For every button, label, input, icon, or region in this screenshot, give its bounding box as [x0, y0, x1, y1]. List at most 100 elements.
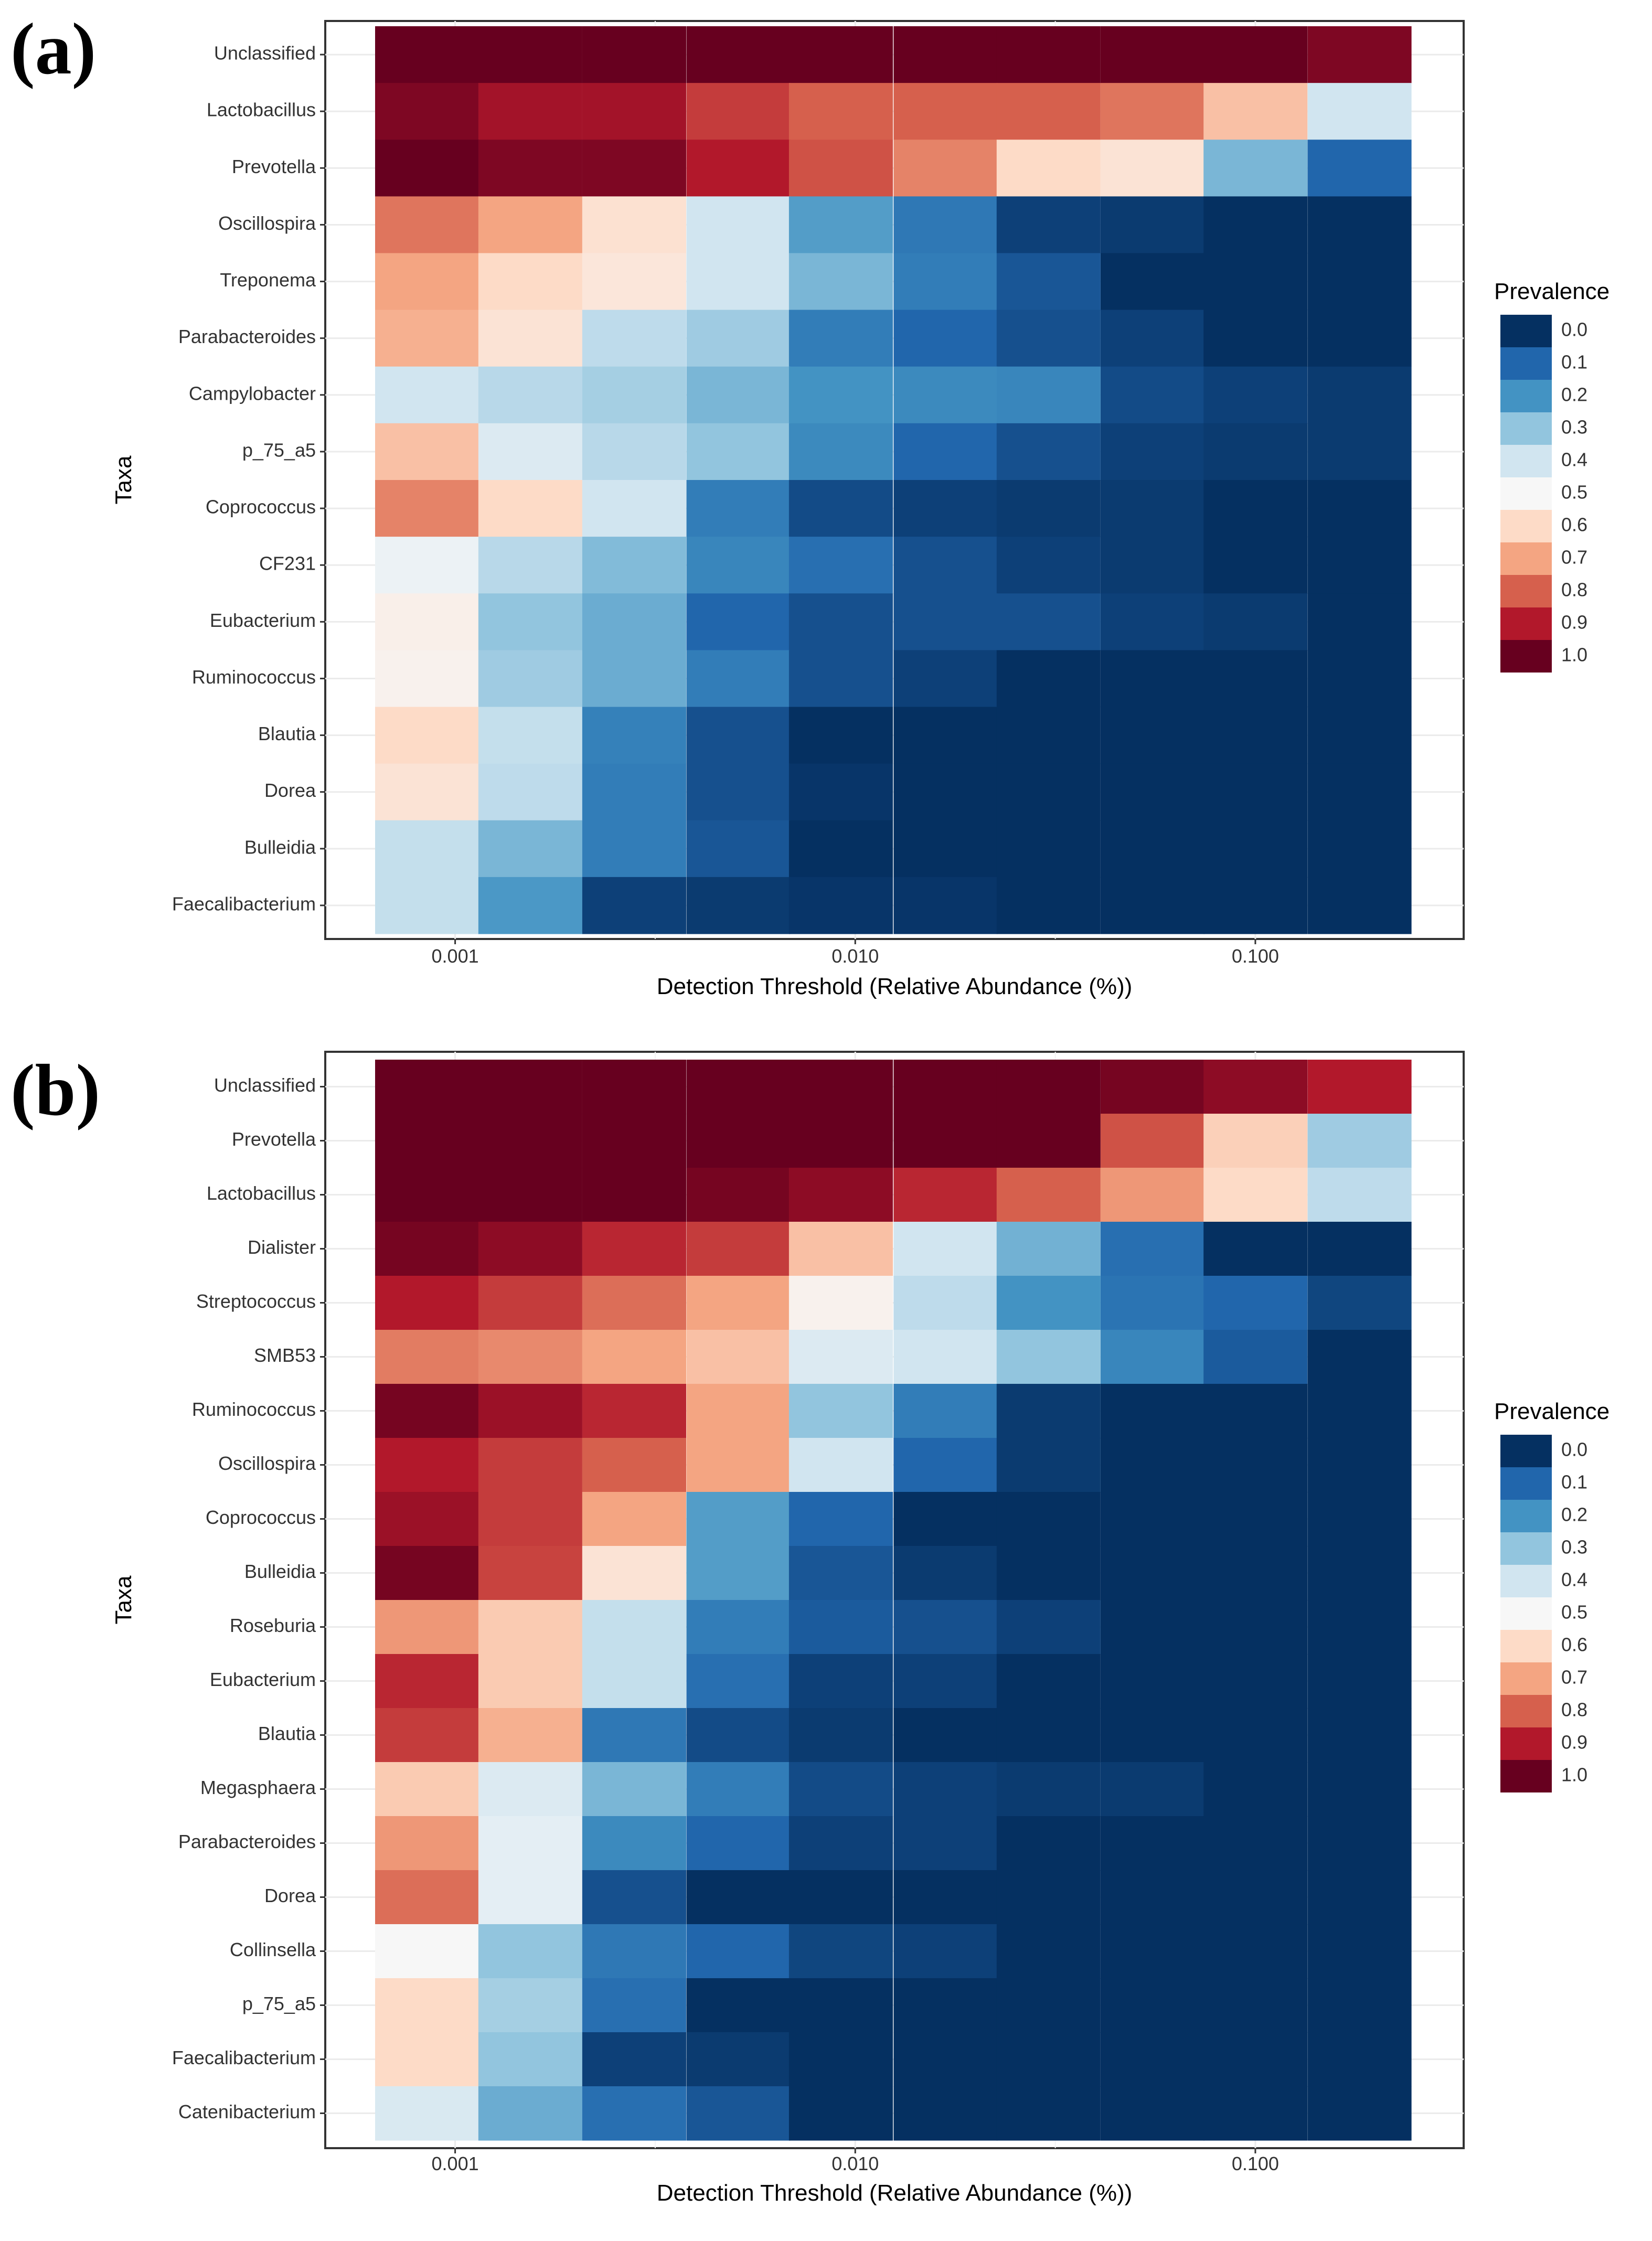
heatmap-cell-megasphaera-4 [788, 1762, 893, 1817]
heatmap-cell-parabacteroides-8 [1203, 310, 1308, 367]
heatmap-cell-dorea-9 [1307, 763, 1412, 821]
heatmap-cell-blautia-9 [1307, 707, 1412, 764]
heatmap-cell-p-75-a5-5 [893, 1978, 998, 2033]
heatmap-cell-ruminococcus-5 [893, 650, 998, 708]
legend-swatch-0-0 [1500, 1435, 1552, 1467]
heatmap-cell-blautia-5 [893, 707, 998, 764]
heatmap-cell-oscillospira-3 [686, 1438, 791, 1492]
legend-swatch-0-2 [1500, 1500, 1552, 1532]
heatmap-cell-unclassified-1 [478, 1060, 582, 1114]
heatmap-cell-dialister-2 [582, 1222, 686, 1276]
y-tick-label-megasphaera: Megasphaera [200, 1777, 316, 1798]
heatmap-cell-p-75-a5-9 [1307, 1978, 1412, 2033]
heatmap-cell-catenibacterium-2 [582, 2086, 686, 2141]
heatmap-cell-prevotella-7 [1100, 1114, 1205, 1168]
heatmap-cell-cf231-8 [1203, 537, 1308, 594]
heatmap-cell-p-75-a5-0 [375, 1978, 479, 2033]
y-tick-label-lactobacillus: Lactobacillus [207, 1182, 316, 1204]
heatmap-cell-parabacteroides-9 [1307, 310, 1412, 367]
heatmap-cell-smb53-0 [375, 1330, 479, 1384]
heatmap-cell-streptococcus-5 [893, 1276, 998, 1330]
legend-label-0-3: 0.3 [1561, 1536, 1587, 1558]
heatmap-cell-ruminococcus-3 [686, 650, 791, 708]
legend-swatch-0-9 [1500, 1727, 1552, 1760]
heatmap-cell-campylobacter-4 [788, 366, 893, 424]
y-tick-label-lactobacillus: Lactobacillus [207, 99, 316, 121]
heatmap-cell-p-75-a5-7 [1100, 1978, 1205, 2033]
heatmap-cell-cf231-2 [582, 537, 686, 594]
heatmap-cell-campylobacter-3 [686, 366, 791, 424]
heatmap-cell-bulleidia-9 [1307, 1546, 1412, 1600]
heatmap-cell-streptococcus-1 [478, 1276, 582, 1330]
legend-title: Prevalence [1494, 279, 1610, 304]
heatmap-cell-eubacterium-8 [1203, 593, 1308, 650]
heatmap-cell-lactobacillus-5 [893, 83, 998, 140]
heatmap-cell-catenibacterium-4 [788, 2086, 893, 2141]
legend-label-1-0: 1.0 [1561, 1764, 1587, 1786]
heatmap-cell-lactobacillus-2 [582, 83, 686, 140]
heatmap-cell-treponema-0 [375, 253, 479, 311]
y-tick-label-dialister: Dialister [248, 1236, 316, 1258]
heatmap-cell-ruminococcus-8 [1203, 650, 1308, 708]
heatmap-cell-catenibacterium-7 [1100, 2086, 1205, 2141]
heatmap-cell-eubacterium-0 [375, 593, 479, 650]
heatmap-cell-roseburia-4 [788, 1600, 893, 1655]
heatmap-cell-faecalibacterium-0 [375, 877, 479, 934]
heatmap-cell-dialister-7 [1100, 1222, 1205, 1276]
heatmap-cell-eubacterium-1 [478, 1654, 582, 1709]
heatmap-cell-collinsella-2 [582, 1924, 686, 1979]
y-tick-label-unclassified: Unclassified [214, 42, 316, 64]
heatmap-cell-cf231-7 [1100, 537, 1205, 594]
heatmap-cell-treponema-5 [893, 253, 998, 311]
heatmap-cell-bulleidia-7 [1100, 1546, 1205, 1600]
legend-label-0-4: 0.4 [1561, 449, 1587, 471]
heatmap-cell-prevotella-8 [1203, 1114, 1308, 1168]
legend-label-0-6: 0.6 [1561, 514, 1587, 536]
legend-swatch-0-3 [1500, 1532, 1552, 1565]
heatmap-cell-unclassified-5 [893, 1060, 998, 1114]
y-axis-title: Taxa [111, 1575, 136, 1624]
heatmap-cell-p-75-a5-2 [582, 1978, 686, 2033]
heatmap-cell-parabacteroides-2 [582, 310, 686, 367]
heatmap-cell-eubacterium-5 [893, 1654, 998, 1709]
legend-label-0-1: 0.1 [1561, 1471, 1587, 1493]
heatmap-cell-prevotella-4 [788, 1114, 893, 1168]
heatmap-cell-faecalibacterium-2 [582, 2032, 686, 2087]
heatmap-cell-blautia-2 [582, 1708, 686, 1763]
legend-swatch-0-5 [1500, 477, 1552, 510]
x-axis-title: Detection Threshold (Relative Abundance … [657, 2180, 1133, 2206]
heatmap-cell-prevotella-2 [582, 1114, 686, 1168]
heatmap-cell-p-75-a5-4 [788, 1978, 893, 2033]
y-tick-label-prevotella: Prevotella [232, 1128, 316, 1150]
heatmap-cell-smb53-7 [1100, 1330, 1205, 1384]
heatmap-cell-bulleidia-7 [1100, 820, 1205, 878]
y-tick-label-unclassified: Unclassified [214, 1074, 316, 1096]
y-axis: Unclassified Lactobacillus Prevotella Oscil… [172, 42, 325, 914]
heatmap-cell-lactobacillus-7 [1100, 1168, 1205, 1222]
heatmap-panel-b: Unclassified Prevotella Lactobacillus Diali… [10, 1050, 1610, 2206]
heatmap-cell-blautia-3 [686, 707, 791, 764]
heatmap-cell-oscillospira-0 [375, 1438, 479, 1492]
heatmap-cell-faecalibacterium-7 [1100, 2032, 1205, 2087]
heatmap-cell-roseburia-8 [1203, 1600, 1308, 1655]
heatmap-cell-treponema-9 [1307, 253, 1412, 311]
heatmap-cell-dorea-1 [478, 1870, 582, 1925]
legend-label-0-3: 0.3 [1561, 417, 1587, 438]
heatmap-cell-smb53-6 [996, 1330, 1101, 1384]
legend-title: Prevalence [1494, 1399, 1610, 1424]
x-tick-label-0-001: 0.001 [432, 2153, 479, 2174]
heatmap-cell-lactobacillus-0 [375, 83, 479, 140]
legend-swatch-0-1 [1500, 1467, 1552, 1500]
heatmap-cell-treponema-3 [686, 253, 791, 311]
y-tick-label-dorea: Dorea [264, 1885, 316, 1906]
heatmap-cell-bulleidia-5 [893, 820, 998, 878]
heatmap-cell-faecalibacterium-8 [1203, 2032, 1308, 2087]
heatmap-cell-eubacterium-6 [996, 593, 1101, 650]
heatmap-cell-prevotella-8 [1203, 140, 1308, 197]
heatmap-cell-blautia-1 [478, 1708, 582, 1763]
heatmap-cell-dorea-9 [1307, 1870, 1412, 1925]
x-axis: 0.001 0.010 0.100 [432, 2148, 1279, 2174]
y-tick-label-streptococcus: Streptococcus [196, 1290, 316, 1312]
heatmap-cell-bulleidia-4 [788, 1546, 893, 1600]
heatmap-cell-bulleidia-0 [375, 1546, 479, 1600]
